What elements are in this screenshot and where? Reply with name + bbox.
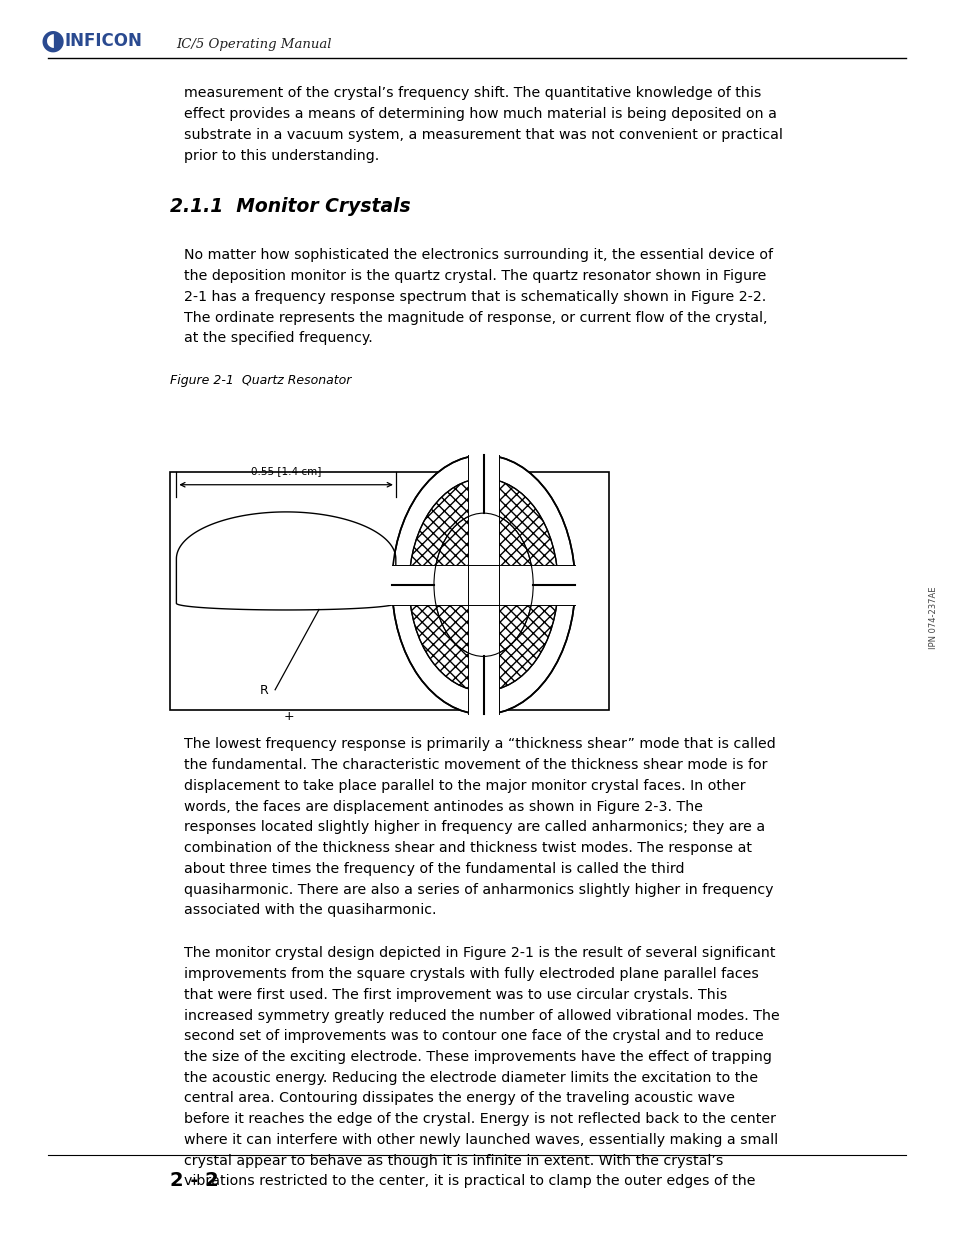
Text: 2-1 has a frequency response spectrum that is schematically shown in Figure 2-2.: 2-1 has a frequency response spectrum th… <box>184 290 765 304</box>
Text: ●: ● <box>40 27 65 54</box>
Bar <box>468 450 498 721</box>
Ellipse shape <box>434 514 533 657</box>
Text: No matter how sophisticated the electronics surrounding it, the essential device: No matter how sophisticated the electron… <box>184 248 772 263</box>
Text: effect provides a means of determining how much material is being deposited on a: effect provides a means of determining h… <box>184 107 776 121</box>
Text: The lowest frequency response is primarily a “thickness shear” mode that is call: The lowest frequency response is primari… <box>184 737 775 751</box>
Text: +: + <box>283 710 294 724</box>
Text: quasiharmonic. There are also a series of anharmonics slightly higher in frequen: quasiharmonic. There are also a series o… <box>184 883 773 897</box>
Bar <box>390 566 577 605</box>
Text: responses located slightly higher in frequency are called anharmonics; they are : responses located slightly higher in fre… <box>184 820 764 835</box>
Text: vibrations restricted to the center, it is practical to clamp the outer edges of: vibrations restricted to the center, it … <box>184 1174 755 1188</box>
Text: The ordinate represents the magnitude of response, or current flow of the crysta: The ordinate represents the magnitude of… <box>184 311 767 325</box>
Text: words, the faces are displacement antinodes as shown in Figure 2-3. The: words, the faces are displacement antino… <box>184 799 702 814</box>
Ellipse shape <box>394 458 573 711</box>
Bar <box>170 472 608 710</box>
Text: crystal appear to behave as though it is infinite in extent. With the crystal’s: crystal appear to behave as though it is… <box>184 1153 722 1168</box>
Text: 2 - 2: 2 - 2 <box>170 1171 218 1189</box>
Text: increased symmetry greatly reduced the number of allowed vibrational modes. The: increased symmetry greatly reduced the n… <box>184 1009 779 1023</box>
Text: substrate in a vacuum system, a measurement that was not convenient or practical: substrate in a vacuum system, a measurem… <box>184 128 782 142</box>
Polygon shape <box>176 513 395 610</box>
Text: measurement of the crystal’s frequency shift. The quantitative knowledge of this: measurement of the crystal’s frequency s… <box>184 86 760 100</box>
Text: IPN 074-237AE: IPN 074-237AE <box>927 587 937 648</box>
Text: the acoustic energy. Reducing the electrode diameter limits the excitation to th: the acoustic energy. Reducing the electr… <box>184 1071 758 1084</box>
Text: about three times the frequency of the fundamental is called the third: about three times the frequency of the f… <box>184 862 684 876</box>
Text: 2-1 has a frequency response spectrum that is schematically shown in: 2-1 has a frequency response spectrum th… <box>184 290 690 304</box>
Text: displacement to take place parallel to the major monitor crystal faces. In other: displacement to take place parallel to t… <box>184 779 745 793</box>
Text: IC/5 Operating Manual: IC/5 Operating Manual <box>176 38 332 51</box>
Text: Figure 2-1  Quartz Resonator: Figure 2-1 Quartz Resonator <box>170 374 351 388</box>
Text: central area. Contouring dissipates the energy of the traveling acoustic wave: central area. Contouring dissipates the … <box>184 1092 735 1105</box>
Text: prior to this understanding.: prior to this understanding. <box>184 148 379 163</box>
Text: second set of improvements was to contour one face of the crystal and to reduce: second set of improvements was to contou… <box>184 1029 763 1044</box>
Text: where it can interfere with other newly launched waves, essentially making a sma: where it can interfere with other newly … <box>184 1132 778 1147</box>
Text: 0.55 [1.4 cm]: 0.55 [1.4 cm] <box>251 466 321 475</box>
Text: ◖: ◖ <box>46 32 55 49</box>
Ellipse shape <box>409 479 558 692</box>
Text: before it reaches the edge of the crystal. Energy is not reflected back to the c: before it reaches the edge of the crysta… <box>184 1113 776 1126</box>
Text: at the specified frequency.: at the specified frequency. <box>184 331 373 346</box>
Text: combination of the thickness shear and thickness twist modes. The response at: combination of the thickness shear and t… <box>184 841 751 855</box>
Text: at the specified frequency.: at the specified frequency. <box>184 331 373 346</box>
Text: the fundamental. The characteristic movement of the thickness shear mode is for: the fundamental. The characteristic move… <box>184 758 767 772</box>
Text: 2.1.1  Monitor Crystals: 2.1.1 Monitor Crystals <box>170 196 410 216</box>
Ellipse shape <box>434 514 533 657</box>
Text: R: R <box>259 684 268 697</box>
Text: that were first used. The first improvement was to use circular crystals. This: that were first used. The first improvem… <box>184 988 726 1002</box>
Bar <box>387 566 579 605</box>
Text: the deposition monitor is the quartz crystal. The quartz resonator shown in Figu: the deposition monitor is the quartz cry… <box>184 269 765 283</box>
Text: improvements from the square crystals with fully electroded plane parallel faces: improvements from the square crystals wi… <box>184 967 759 981</box>
Text: INFICON: INFICON <box>65 32 143 49</box>
Text: the size of the exciting electrode. These improvements have the effect of trappi: the size of the exciting electrode. Thes… <box>184 1050 771 1065</box>
Text: associated with the quasiharmonic.: associated with the quasiharmonic. <box>184 903 436 918</box>
Text: The monitor crystal design depicted in Figure 2-1 is the result of several signi: The monitor crystal design depicted in F… <box>184 946 775 961</box>
Text: The ordinate represents the magnitude of response, or current flow of the crysta: The ordinate represents the magnitude of… <box>184 311 767 325</box>
Text: the deposition monitor is the quartz crystal. The quartz resonator shown in: the deposition monitor is the quartz cry… <box>184 269 722 283</box>
Bar <box>174 242 918 363</box>
Text: No matter how sophisticated the electronics surrounding it, the essential device: No matter how sophisticated the electron… <box>184 248 772 263</box>
Bar <box>468 453 498 716</box>
Ellipse shape <box>392 456 575 714</box>
